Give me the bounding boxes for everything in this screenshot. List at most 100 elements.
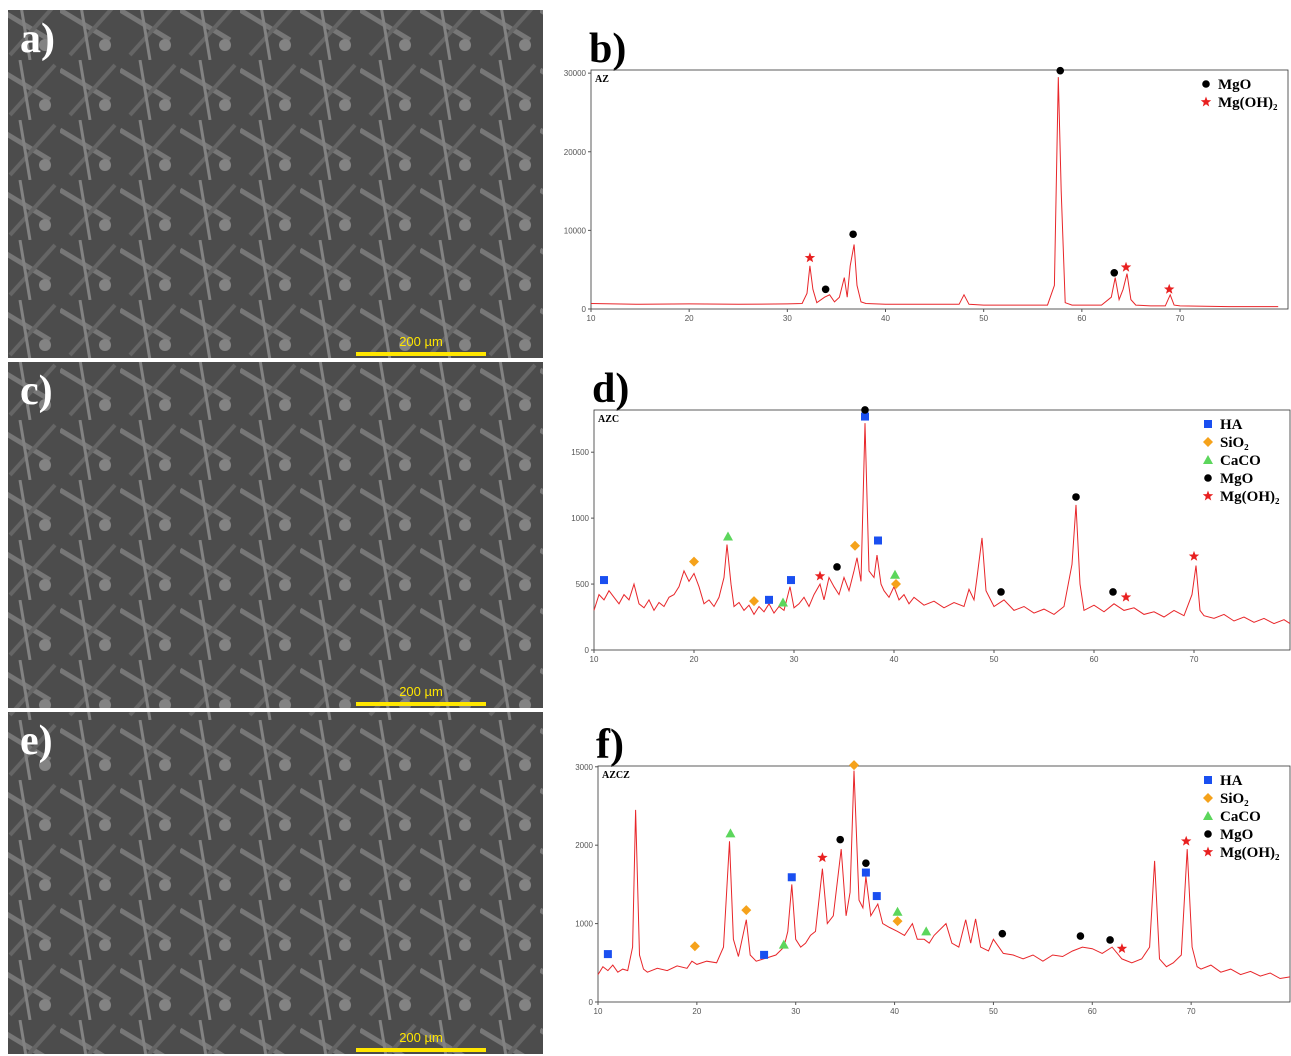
x-tick-label: 30: [790, 655, 799, 664]
legend-marker: [1203, 793, 1213, 803]
x-tick-label: 60: [1088, 1007, 1097, 1016]
xrd-trace: [598, 771, 1290, 979]
marker: [836, 836, 844, 844]
marker: [741, 905, 751, 915]
marker: [600, 576, 608, 584]
y-tick-label: 0: [585, 646, 590, 655]
sample-label: AZC: [598, 414, 619, 425]
x-tick-label: 20: [690, 655, 699, 664]
xrd-trace: [591, 77, 1278, 307]
legend-marker: [1204, 420, 1212, 428]
x-tick-label: 10: [587, 314, 596, 323]
legend-marker: [1204, 474, 1212, 482]
sem-shade: [8, 10, 543, 358]
x-tick-label: 20: [692, 1007, 701, 1016]
xrd-trace: [594, 423, 1290, 623]
marker: [817, 852, 827, 862]
legend-marker: [1203, 491, 1213, 501]
y-tick-label: 0: [589, 998, 594, 1007]
marker: [1189, 551, 1199, 561]
legend-label: HA: [1220, 417, 1243, 433]
marker: [815, 571, 825, 581]
legend-label: SiO₂: [1220, 435, 1249, 451]
marker: [1121, 262, 1131, 272]
chart-title: b): [589, 26, 626, 72]
x-tick-label: 20: [685, 314, 694, 323]
marker: [999, 930, 1007, 938]
sample-label: AZCZ: [602, 770, 630, 781]
legend-label: Mg(OH)₂: [1218, 95, 1278, 111]
marker: [760, 951, 768, 959]
marker: [849, 230, 857, 238]
y-tick-label: 30000: [564, 69, 587, 78]
marker: [893, 907, 903, 916]
legend-label: SiO₂: [1220, 791, 1249, 807]
x-tick-label: 70: [1176, 314, 1185, 323]
x-tick-label: 10: [594, 1007, 603, 1016]
x-tick-label: 50: [990, 655, 999, 664]
panel-label: e): [20, 718, 53, 764]
marker: [833, 563, 841, 571]
marker: [604, 950, 612, 958]
marker: [822, 285, 830, 293]
legend-label: CaCO: [1220, 453, 1261, 469]
legend-marker: [1203, 455, 1213, 464]
marker: [874, 537, 882, 545]
marker: [779, 940, 789, 949]
marker: [1106, 936, 1114, 944]
marker: [1121, 592, 1131, 602]
plot-frame: [591, 70, 1288, 309]
panel-label: a): [20, 16, 55, 62]
y-tick-label: 3000: [575, 763, 593, 772]
marker: [1056, 67, 1064, 75]
marker: [861, 406, 869, 414]
chart-title: d): [592, 366, 629, 412]
marker: [690, 941, 700, 951]
y-tick-label: 20000: [564, 148, 587, 157]
marker: [689, 557, 699, 567]
x-tick-label: 70: [1187, 1007, 1196, 1016]
marker: [788, 873, 796, 881]
legend-marker: [1203, 811, 1213, 820]
y-tick-label: 0: [582, 305, 587, 314]
legend-marker: [1204, 830, 1212, 838]
marker: [921, 926, 931, 935]
scale-bar-label: 200 µm: [399, 684, 443, 699]
scale-bar: [356, 1048, 486, 1052]
legend-marker: [1204, 776, 1212, 784]
plot-frame: [594, 410, 1290, 650]
legend-label: Mg(OH)₂: [1220, 845, 1280, 861]
legend-marker: [1202, 80, 1210, 88]
y-tick-label: 500: [576, 580, 590, 589]
scale-bar-label: 200 µm: [399, 1030, 443, 1045]
x-tick-label: 40: [890, 655, 899, 664]
y-tick-label: 1500: [571, 448, 589, 457]
x-tick-label: 30: [783, 314, 792, 323]
marker: [1164, 284, 1174, 294]
plot-frame: [598, 766, 1290, 1002]
x-tick-label: 70: [1190, 655, 1199, 664]
marker: [850, 541, 860, 551]
y-tick-label: 1000: [571, 514, 589, 523]
legend-label: MgO: [1220, 827, 1253, 843]
x-tick-label: 60: [1090, 655, 1099, 664]
scale-bar-label: 200 µm: [399, 334, 443, 349]
y-tick-label: 2000: [575, 841, 593, 850]
x-tick-label: 50: [989, 1007, 998, 1016]
marker: [891, 579, 901, 589]
legend-marker: [1203, 847, 1213, 857]
x-tick-label: 40: [881, 314, 890, 323]
marker: [849, 760, 859, 770]
sem-shade: [8, 362, 543, 708]
legend-label: HA: [1220, 773, 1243, 789]
marker: [1077, 932, 1085, 940]
y-tick-label: 1000: [575, 920, 593, 929]
sample-label: AZ: [595, 74, 609, 85]
legend-label: MgO: [1218, 77, 1251, 93]
marker: [805, 252, 815, 262]
chart-title: f): [596, 722, 624, 768]
legend-label: Mg(OH)₂: [1220, 489, 1280, 505]
marker: [725, 828, 735, 837]
marker: [1109, 588, 1117, 596]
x-tick-label: 40: [890, 1007, 899, 1016]
